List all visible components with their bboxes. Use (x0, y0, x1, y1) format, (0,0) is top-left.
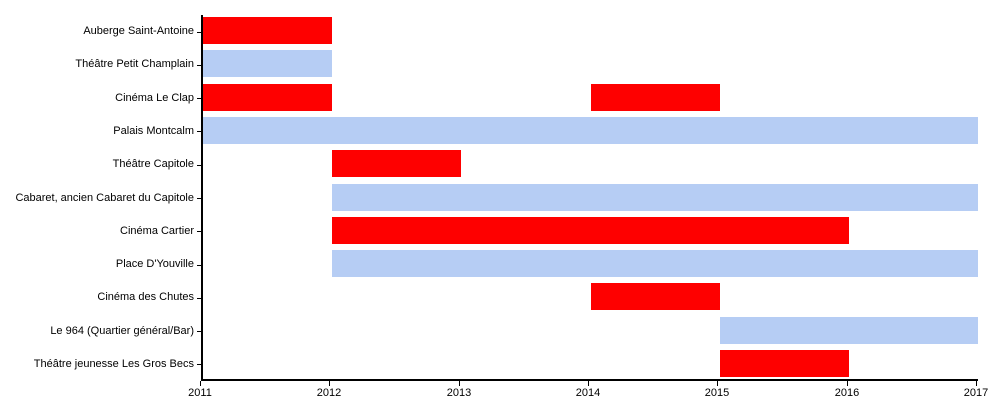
y-axis-label: Théâtre Capitole (112, 158, 194, 171)
y-axis-label: Auberge Saint-Antoine (83, 25, 194, 38)
y-axis-tick (197, 65, 201, 66)
y-axis-tick (197, 331, 201, 332)
timeline-bar (332, 250, 978, 278)
plot-area (201, 15, 978, 381)
y-axis-tick (197, 265, 201, 266)
timeline-bar (590, 83, 720, 111)
y-axis-label: Cinéma des Chutes (97, 291, 194, 304)
timeline-bar (203, 116, 978, 144)
timeline-bar (332, 150, 462, 178)
y-axis-tick (197, 32, 201, 33)
y-axis-tick (197, 131, 201, 132)
y-axis-label: Palais Montcalm (113, 124, 194, 137)
timeline-bar (590, 283, 720, 311)
y-axis-tick (197, 165, 201, 166)
x-axis-tick-label: 2011 (188, 387, 212, 399)
x-axis-tick (200, 381, 201, 386)
timeline-bar (719, 349, 849, 377)
timeline-bar (332, 216, 849, 244)
y-axis-label: Théâtre Petit Champlain (75, 58, 194, 71)
y-axis-label: Théâtre jeunesse Les Gros Becs (33, 357, 194, 370)
x-axis-tick-label: 2017 (963, 387, 989, 399)
y-axis-tick (197, 198, 201, 199)
x-axis-tick (459, 381, 460, 386)
x-axis-tick-label: 2016 (834, 387, 860, 399)
x-axis-tick (976, 381, 977, 386)
x-axis-tick-label: 2014 (575, 387, 601, 399)
timeline-bar (203, 50, 333, 78)
y-axis-label: Place D'Youville (115, 258, 194, 271)
x-axis-tick (588, 381, 589, 386)
y-axis-label: Cabaret, ancien Cabaret du Capitole (15, 191, 194, 204)
timeline-bar (332, 183, 978, 211)
x-axis-tick (847, 381, 848, 386)
timeline-bar (203, 17, 333, 45)
y-axis-tick (197, 98, 201, 99)
y-axis-tick (197, 364, 201, 365)
x-axis-tick-label: 2013 (446, 387, 472, 399)
x-axis-tick (329, 381, 330, 386)
y-axis-label: Cinéma Le Clap (115, 91, 194, 104)
y-axis-tick (197, 231, 201, 232)
y-axis-label: Cinéma Cartier (120, 224, 194, 237)
y-axis-tick (197, 298, 201, 299)
y-axis-label: Le 964 (Quartier général/Bar) (50, 324, 194, 337)
x-axis-tick-label: 2012 (316, 387, 342, 399)
timeline-bar (719, 316, 978, 344)
x-axis-tick (717, 381, 718, 386)
x-axis-tick-label: 2015 (704, 387, 730, 399)
timeline-bar (203, 83, 333, 111)
